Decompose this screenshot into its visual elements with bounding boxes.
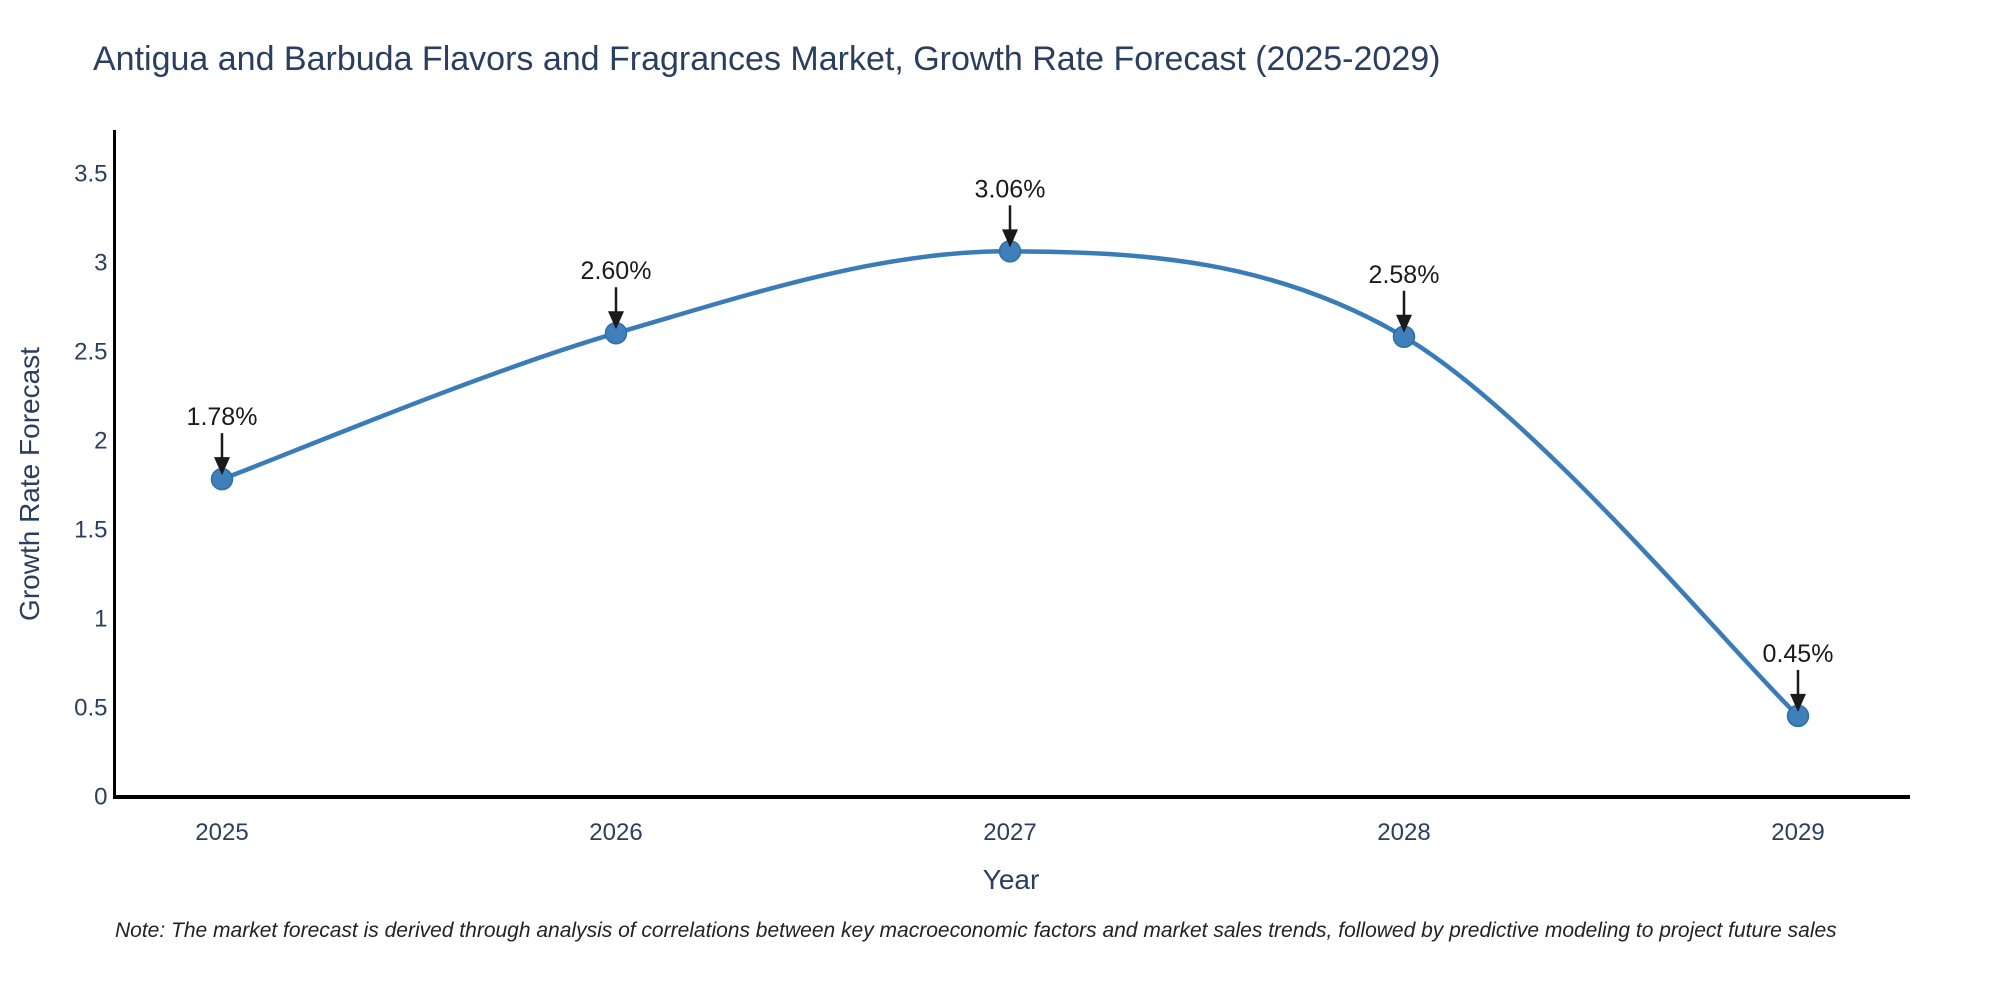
annotation-arrowhead bbox=[214, 457, 230, 476]
footnote: Note: The market forecast is derived thr… bbox=[115, 919, 1837, 942]
y-tick-label: 3.5 bbox=[74, 161, 107, 188]
annotation-label: 0.45% bbox=[1763, 640, 1834, 668]
x-tick-label: 2025 bbox=[195, 819, 248, 846]
annotation-arrowhead bbox=[1002, 229, 1018, 248]
chart-title: Antigua and Barbuda Flavors and Fragranc… bbox=[93, 40, 1441, 78]
x-tick-label: 2027 bbox=[983, 819, 1036, 846]
x-tick-label: 2029 bbox=[1771, 819, 1824, 846]
annotation-label: 2.60% bbox=[581, 257, 652, 285]
y-tick-label: 1 bbox=[94, 606, 107, 633]
x-axis-title: Year bbox=[982, 864, 1040, 895]
y-axis-title: Growth Rate Forecast bbox=[14, 347, 45, 621]
series-line bbox=[219, 249, 1801, 719]
annotation-arrowhead bbox=[608, 311, 624, 330]
x-tick-label: 2026 bbox=[589, 819, 642, 846]
annotation-arrowhead bbox=[1790, 693, 1806, 712]
annotation-label: 1.78% bbox=[187, 403, 258, 431]
y-tick-label: 2.5 bbox=[74, 339, 107, 366]
y-tick-label: 3 bbox=[94, 250, 107, 277]
y-tick-label: 1.5 bbox=[74, 517, 107, 544]
y-tick-label: 0.5 bbox=[74, 695, 107, 722]
y-tick-label: 2 bbox=[94, 428, 107, 455]
annotation-label: 3.06% bbox=[975, 175, 1046, 203]
x-tick-label: 2028 bbox=[1377, 819, 1430, 846]
y-tick-label: 0 bbox=[94, 784, 107, 811]
annotation-label: 2.58% bbox=[1369, 261, 1440, 289]
annotation-arrowhead bbox=[1396, 314, 1412, 333]
